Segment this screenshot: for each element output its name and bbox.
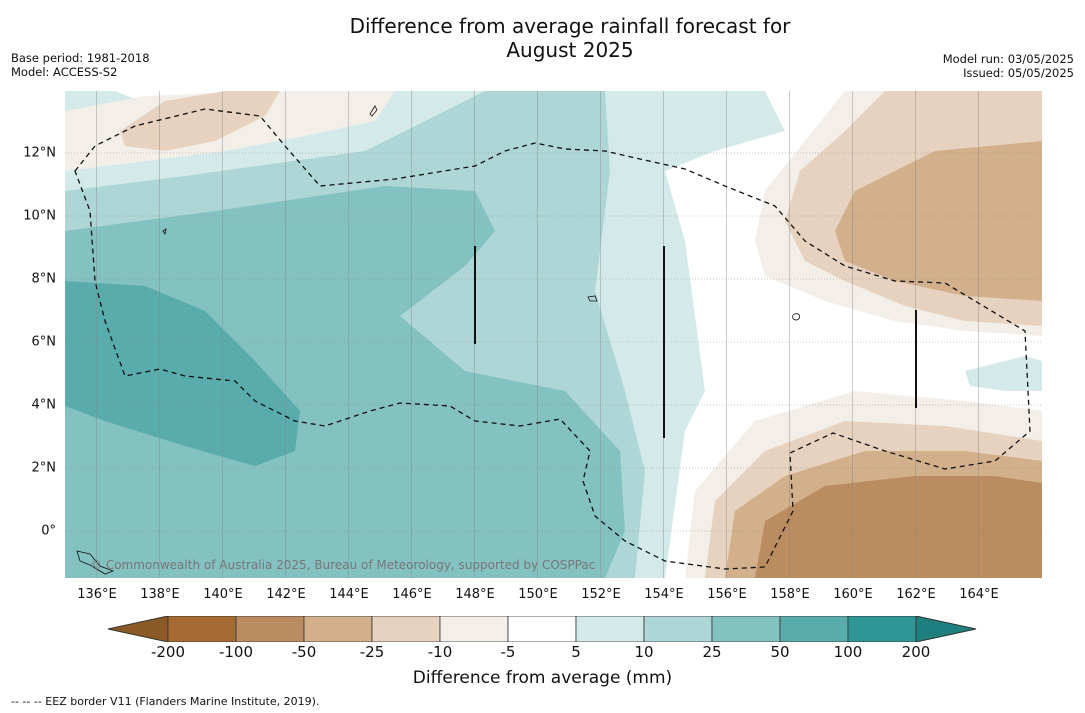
- colorbar-tick-label: -50: [291, 643, 317, 661]
- y-tick-label: 12°N: [23, 145, 56, 161]
- x-tick-label: 136°E: [77, 587, 117, 602]
- colorbar-under-arrow: [108, 616, 169, 642]
- colorbar-tick-label: -100: [218, 643, 254, 661]
- colorbar-over-arrow: [915, 616, 977, 642]
- contour-25-50: [65, 186, 625, 578]
- colorbar-segment: [371, 616, 441, 642]
- base-period-text: Base period: 1981-2018: [11, 51, 150, 65]
- colorbar-tick-label: -25: [359, 643, 385, 661]
- colorbar-segment: [575, 616, 645, 642]
- map-svg: [65, 91, 1042, 578]
- y-tick-label: 4°N: [31, 397, 57, 413]
- meta-left: Base period: 1981-2018 Model: ACCESS-S2: [11, 51, 150, 79]
- colorbar-segment: [643, 616, 713, 642]
- contour-50-100: [65, 281, 300, 466]
- x-tick-label: 146°E: [392, 587, 432, 602]
- y-tick-label: 10°N: [23, 208, 56, 224]
- colorbar-segment: [711, 616, 781, 642]
- colorbar-tick-label: 10: [634, 643, 654, 661]
- colorbar-tick-label: -10: [427, 643, 453, 661]
- contour-brown-nw: [120, 91, 280, 151]
- contour-brown-se-dark: [755, 476, 1042, 578]
- colorbar: [108, 616, 977, 642]
- eez-border-west: [74, 108, 1031, 570]
- island-pohnpei: [792, 313, 801, 321]
- contour-brown-east-dark: [835, 141, 1042, 301]
- map-title: Difference from average rainfall forecas…: [270, 14, 870, 62]
- colorbar-tick-label: 25: [702, 643, 722, 661]
- colorbar-segment: [507, 616, 577, 642]
- colorbar-segment: [303, 616, 373, 642]
- y-tick-label: 6°N: [31, 334, 57, 350]
- colorbar-tick-label: 50: [770, 643, 790, 661]
- meta-right: Model run: 03/05/2025 Issued: 05/05/2025: [943, 52, 1074, 80]
- colorbar-segment: [847, 616, 917, 642]
- x-tick-label: 148°E: [455, 587, 495, 602]
- x-tick-label: 156°E: [707, 587, 747, 602]
- island-chuuk: [587, 295, 598, 302]
- colorbar-tick-label: -5: [500, 643, 516, 661]
- x-tick-label: 152°E: [581, 587, 621, 602]
- island-png: [76, 550, 115, 575]
- model-text: Model: ACCESS-S2: [11, 65, 118, 79]
- x-tick-label: 144°E: [329, 587, 369, 602]
- x-tick-label: 150°E: [518, 587, 558, 602]
- colorbar-segment: [235, 616, 305, 642]
- x-tick-label: 142°E: [266, 587, 306, 602]
- x-tick-label: 162°E: [896, 587, 936, 602]
- contour-green-east-island: [965, 356, 1042, 391]
- colorbar-tick-label: -200: [150, 643, 186, 661]
- islands: [76, 105, 801, 575]
- island-yap: [162, 228, 167, 236]
- x-tick-label: 154°E: [644, 587, 684, 602]
- y-tick-label: 8°N: [31, 271, 57, 287]
- x-tick-label: 138°E: [140, 587, 180, 602]
- y-tick-label: 2°N: [31, 460, 57, 476]
- copyright-text: © Commonwealth of Australia 2025, Bureau…: [90, 558, 596, 572]
- y-tick-label: 0°: [41, 523, 56, 539]
- x-tick-label: 140°E: [203, 587, 243, 602]
- rainfall-map: [65, 91, 1042, 578]
- title-line-2: August 2025: [506, 38, 634, 62]
- colorbar-tick-label: 100: [833, 643, 863, 661]
- title-line-1: Difference from average rainfall forecas…: [349, 14, 791, 38]
- island-guam: [369, 105, 378, 117]
- x-tick-label: 160°E: [833, 587, 873, 602]
- issued-text: Issued: 05/05/2025: [963, 66, 1074, 80]
- colorbar-label: Difference from average (mm): [412, 668, 673, 688]
- x-tick-label: 158°E: [770, 587, 810, 602]
- model-run-text: Model run: 03/05/2025: [942, 52, 1074, 66]
- graticule: [65, 91, 1042, 578]
- colorbar-tick-label: 200: [901, 643, 931, 661]
- x-tick-label: 164°E: [959, 587, 999, 602]
- eez-footnote: -- -- -- EEZ border V11 (Flanders Marine…: [11, 695, 320, 708]
- colorbar-segment: [167, 616, 237, 642]
- colorbar-segment: [779, 616, 849, 642]
- colorbar-tick-label: 5: [571, 643, 581, 661]
- colorbar-segment: [439, 616, 509, 642]
